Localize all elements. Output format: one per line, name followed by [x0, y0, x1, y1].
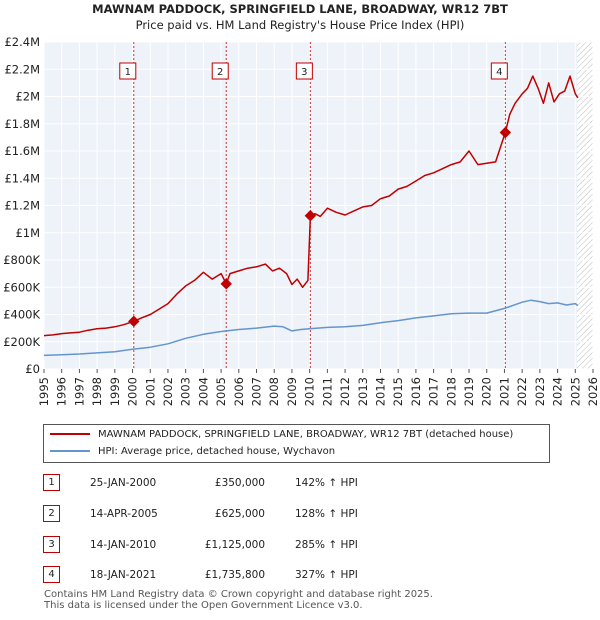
- sale-point: [304, 210, 317, 222]
- sale-label-number: 4: [496, 67, 502, 78]
- sale-number-badge: 1: [43, 474, 60, 491]
- y-axis: £0 £200K £400K £600K £800K £1M £1.2M £1.4M £1.6M…: [3, 35, 40, 376]
- x-tick-label: 2003: [179, 377, 193, 406]
- sale-points: [128, 126, 512, 328]
- x-tick-label: 2000: [126, 377, 140, 406]
- y-tick-label: £400K: [3, 308, 40, 322]
- y-tick-label: £600K: [3, 280, 40, 294]
- sale-point: [499, 126, 512, 139]
- legend-label-hpi: HPI: Average price, detached house, Wych…: [98, 446, 336, 457]
- x-tick-label: 2015: [391, 377, 405, 406]
- grid-lines: [43, 41, 594, 370]
- sale-label-box: [211, 62, 229, 80]
- x-axis: 1995 1996 1997 1998 1999 2000 2001 2002 2003 2004…: [37, 369, 600, 406]
- sale-price: £350,000: [214, 477, 265, 489]
- sale-price: £1,735,800: [204, 569, 265, 581]
- sale-point: [220, 278, 232, 290]
- x-tick-label: 2009: [285, 377, 299, 406]
- y-tick-label: £0: [25, 362, 40, 376]
- sale-hpi-change: 142% ↑ HPI: [295, 477, 358, 489]
- price-chart: MAWNAM PADDOCK, SPRINGFIELD LANE, BROADW…: [3, 2, 600, 406]
- series-line: [43, 75, 579, 337]
- sale-label-number: 3: [301, 67, 307, 78]
- x-tick-label: 2004: [196, 377, 210, 406]
- footer: Contains HM Land Registry data © Crown c…: [44, 589, 433, 611]
- x-tick-label: 2014: [373, 377, 387, 406]
- sale-date: 18-JAN-2021: [90, 569, 157, 581]
- x-tick-label: 2017: [427, 377, 441, 406]
- x-tick-label: 2007: [250, 377, 264, 406]
- x-tick-label: 1995: [37, 377, 51, 406]
- series-line: [43, 299, 579, 357]
- sale-marker-lines: [133, 42, 506, 369]
- legend-swatch-hpi: [50, 450, 90, 452]
- y-tick-label: £1.6M: [4, 144, 40, 158]
- sale-row: 4 18-JAN-2021 £1,735,800 327% ↑ HPI: [43, 566, 563, 584]
- sale-number-badge: 2: [43, 505, 60, 522]
- sale-row: 2 14-APR-2005 £625,000 128% ↑ HPI: [43, 505, 563, 523]
- x-tick-label: 2012: [338, 377, 352, 406]
- sale-date: 14-JAN-2010: [90, 539, 157, 551]
- y-tick-label: £2.4M: [4, 35, 40, 49]
- x-tick-label: 2019: [462, 377, 476, 406]
- sale-date: 14-APR-2005: [90, 508, 158, 520]
- y-tick-label: £1.8M: [4, 117, 40, 131]
- x-tick-label: 2005: [214, 377, 228, 406]
- x-tick-label: 2020: [480, 377, 494, 406]
- x-tick-label: 2002: [161, 377, 175, 406]
- x-tick-label: 2016: [409, 377, 423, 406]
- series-lines: [43, 75, 579, 357]
- sale-labels: 1 2 3 4: [119, 62, 508, 80]
- sale-label-number: 1: [125, 67, 131, 78]
- sale-label-box: [490, 62, 508, 80]
- x-tick-label: 2018: [444, 377, 458, 406]
- x-tick-label: 2021: [497, 377, 511, 406]
- footer-copyright: Contains HM Land Registry data © Crown c…: [44, 589, 433, 600]
- x-tick-label: 1997: [72, 377, 86, 406]
- y-tick-label: £1.2M: [4, 199, 40, 213]
- sale-hpi-change: 327% ↑ HPI: [295, 569, 358, 581]
- sale-hpi-change: 128% ↑ HPI: [295, 508, 358, 520]
- y-tick-label: £2.2M: [4, 62, 40, 76]
- sale-row: 1 25-JAN-2000 £350,000 142% ↑ HPI: [43, 474, 563, 492]
- chart-subtitle: Price paid vs. HM Land Registry's House …: [136, 18, 465, 32]
- x-tick-label: 2025: [568, 377, 582, 406]
- sale-label-number: 2: [217, 67, 223, 78]
- legend: MAWNAM PADDOCK, SPRINGFIELD LANE, BROADW…: [43, 424, 550, 463]
- x-tick-label: 2011: [320, 377, 334, 406]
- x-tick-label: 1998: [90, 377, 104, 406]
- x-tick-label: 2013: [356, 377, 370, 406]
- x-tick-label: 2023: [533, 377, 547, 406]
- legend-swatch-property: [50, 433, 90, 435]
- x-tick-label: 2026: [586, 377, 600, 406]
- sale-label-box: [295, 62, 313, 80]
- sale-number-badge: 4: [43, 566, 60, 583]
- y-tick-label: £200K: [3, 335, 40, 349]
- legend-label-property: MAWNAM PADDOCK, SPRINGFIELD LANE, BROADW…: [98, 429, 514, 440]
- sale-number-badge: 3: [43, 536, 60, 553]
- x-tick-label: 2010: [303, 377, 317, 406]
- y-tick-label: £2M: [15, 90, 40, 104]
- sale-hpi-change: 285% ↑ HPI: [295, 539, 358, 551]
- legend-item-property: MAWNAM PADDOCK, SPRINGFIELD LANE, BROADW…: [50, 427, 513, 443]
- y-tick-label: £1.4M: [4, 171, 40, 185]
- x-tick-label: 2022: [515, 377, 529, 406]
- x-tick-label: 1999: [108, 377, 122, 406]
- chart-title: MAWNAM PADDOCK, SPRINGFIELD LANE, BROADW…: [92, 2, 508, 16]
- sale-point: [128, 315, 140, 328]
- x-tick-label: 2001: [143, 377, 157, 406]
- legend-item-hpi: HPI: Average price, detached house, Wych…: [50, 444, 335, 460]
- sale-price: £625,000: [214, 508, 265, 520]
- sale-date: 25-JAN-2000: [90, 477, 157, 489]
- y-tick-label: £800K: [3, 253, 40, 267]
- sale-row: 3 14-JAN-2010 £1,125,000 285% ↑ HPI: [43, 536, 563, 554]
- sale-price: £1,125,000: [204, 539, 265, 551]
- x-tick-label: 2006: [232, 377, 246, 406]
- footer-license: This data is licensed under the Open Gov…: [44, 600, 363, 611]
- x-tick-label: 2008: [267, 377, 281, 406]
- x-tick-label: 1996: [55, 377, 69, 406]
- x-tick-label: 2024: [551, 377, 565, 406]
- y-tick-label: £1M: [15, 226, 40, 240]
- sale-label-box: [119, 62, 137, 80]
